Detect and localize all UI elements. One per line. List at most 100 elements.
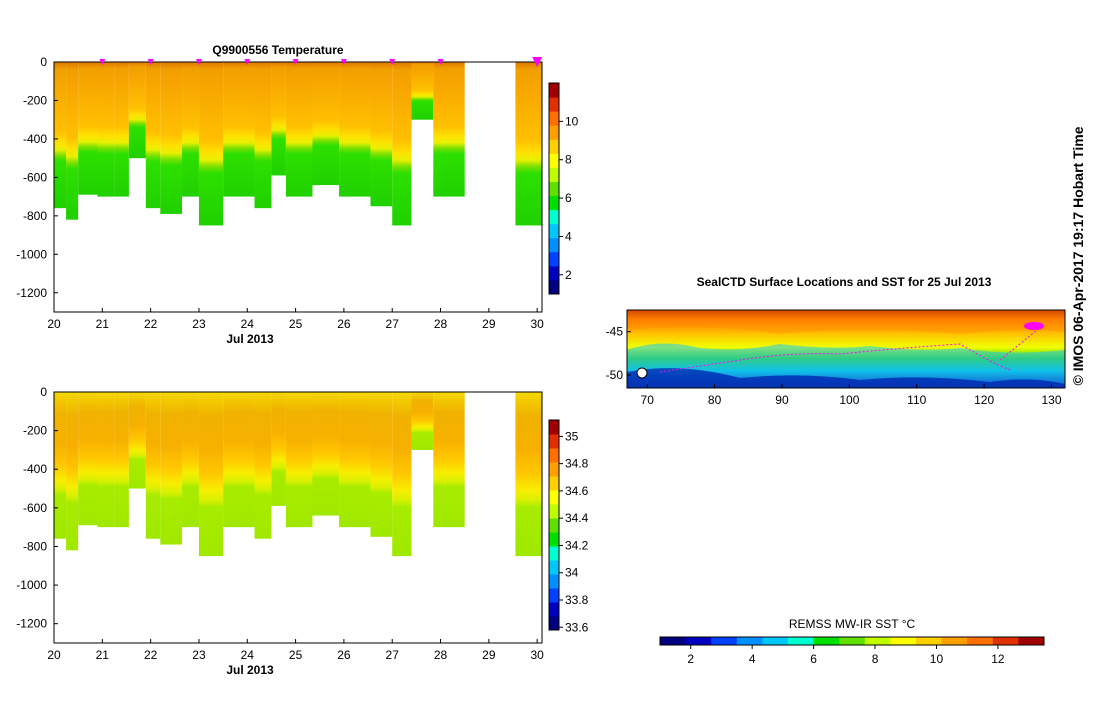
profile-column <box>515 62 542 226</box>
colorbar-segment <box>549 448 559 463</box>
profile-column <box>198 392 224 557</box>
profile-column <box>285 62 313 197</box>
x-tick-label: 21 <box>96 648 110 662</box>
map-y-tick-label: -50 <box>606 368 624 382</box>
y-tick-label: -1000 <box>16 578 47 592</box>
sst-colorbar-tick-label: 8 <box>872 652 879 666</box>
y-tick-label: -1200 <box>16 617 47 631</box>
sst-colorbar-tick-label: 4 <box>749 652 756 666</box>
profile-column <box>339 392 371 528</box>
y-tick-label: 0 <box>40 55 47 69</box>
sst-colorbar-segment <box>788 637 815 645</box>
x-tick-label: 27 <box>386 648 400 662</box>
x-tick-label: 24 <box>241 317 255 331</box>
profile-column <box>515 392 542 557</box>
sst-colorbar-tick-label: 2 <box>687 652 694 666</box>
map-x-tick-label: 90 <box>775 393 789 407</box>
x-tick-label: 28 <box>434 317 448 331</box>
plot-frame <box>53 391 543 644</box>
profile-column <box>433 62 465 197</box>
profile-column <box>392 62 412 226</box>
sst-colorbar-segment <box>711 637 738 645</box>
profile-column <box>433 392 465 528</box>
sst-colorbar-tick-label: 12 <box>991 652 1005 666</box>
profile-column <box>160 392 183 545</box>
sst-colorbar-segment <box>864 637 891 645</box>
sst-colorbar: REMSS MW-IR SST °C 2 4 6 8 10 12 <box>659 617 1045 666</box>
sst-colorbar-frame <box>659 636 1045 646</box>
y-tick-label: -600 <box>23 501 47 515</box>
colorbar-segment <box>549 111 559 126</box>
cold-water-region <box>627 343 1065 388</box>
colorbar-tick-label: 8 <box>565 153 572 167</box>
profile-column <box>223 62 255 197</box>
sst-colorbar-segment <box>660 637 687 645</box>
colorbar-tick-label: 4 <box>565 229 572 243</box>
profile-column <box>312 62 340 186</box>
colorbar-tick-label: 35 <box>565 429 579 443</box>
profile-marker <box>292 59 299 65</box>
colorbar-segment <box>549 139 559 154</box>
profile-column <box>411 62 434 120</box>
profile-marker <box>244 59 251 65</box>
sst-colorbar-segment <box>736 637 763 645</box>
colorbar-segment <box>549 546 559 561</box>
x-tick-label: 22 <box>144 317 158 331</box>
chart-title: Q9900556 Temperature <box>212 43 344 57</box>
colorbar-segment <box>549 490 559 505</box>
profile-column <box>97 62 115 197</box>
profile-column <box>128 62 146 159</box>
map-x-tick-label: 70 <box>641 393 655 407</box>
colorbar-segment <box>549 616 559 631</box>
sst-map-panel: SealCTD Surface Locations and SST for 25… <box>606 275 1066 407</box>
y-tick-label: -400 <box>23 462 47 476</box>
profile-marker <box>147 59 154 65</box>
profile-marker <box>532 57 543 67</box>
sst-colorbar-segment <box>916 637 943 645</box>
y-tick-label: -400 <box>23 132 47 146</box>
timestamp-label: © IMOS 06-Apr-2017 19:17 Hobart Time <box>1070 126 1086 385</box>
map-y-tick-label: -45 <box>606 325 624 339</box>
colorbar-segment <box>549 265 559 281</box>
colorbar-tick-label: 2 <box>565 268 572 282</box>
profile-column <box>198 62 224 226</box>
sst-colorbar-segment <box>762 637 789 645</box>
profile-marker <box>437 59 444 65</box>
colorbar-segment <box>549 420 559 435</box>
sst-colorbar-segment <box>941 637 968 645</box>
profile-column <box>271 62 286 176</box>
y-tick-label: -800 <box>23 209 47 223</box>
profile-column <box>370 392 393 537</box>
profile-column <box>54 392 67 539</box>
map-x-tick-label: 100 <box>839 393 859 407</box>
x-tick-label: 23 <box>192 648 206 662</box>
colorbar-segment <box>549 83 559 98</box>
colorbar-frame <box>548 82 560 295</box>
sst-colorbar-segment <box>685 637 712 645</box>
profile-column <box>285 392 313 528</box>
profile-column <box>54 62 67 209</box>
profile-column <box>97 392 115 528</box>
profile-marker <box>389 59 396 65</box>
map-title: SealCTD Surface Locations and SST for 25… <box>697 275 992 289</box>
sst-features <box>627 310 1065 388</box>
x-axis-label: Jul 2013 <box>226 332 274 346</box>
x-tick-label: 20 <box>47 317 61 331</box>
colorbar-frame <box>548 419 560 631</box>
y-tick-label: -800 <box>23 539 47 553</box>
colorbar-tick-label: 34.6 <box>565 484 589 498</box>
colorbar-tick-label: 6 <box>565 191 572 205</box>
profile-column <box>145 392 161 539</box>
x-axis-label: Jul 2013 <box>226 663 274 677</box>
y-tick-label: -600 <box>23 170 47 184</box>
profile-column <box>182 62 199 197</box>
profile-column <box>254 392 272 539</box>
land-marker <box>636 367 648 379</box>
colorbar-tick-label: 34 <box>565 566 579 580</box>
map-x-tick-label: 80 <box>708 393 722 407</box>
colorbar-segment <box>549 237 559 253</box>
colorbar-segment <box>549 153 559 168</box>
map-x-tick-label: 120 <box>974 393 994 407</box>
profile-column <box>114 392 129 528</box>
